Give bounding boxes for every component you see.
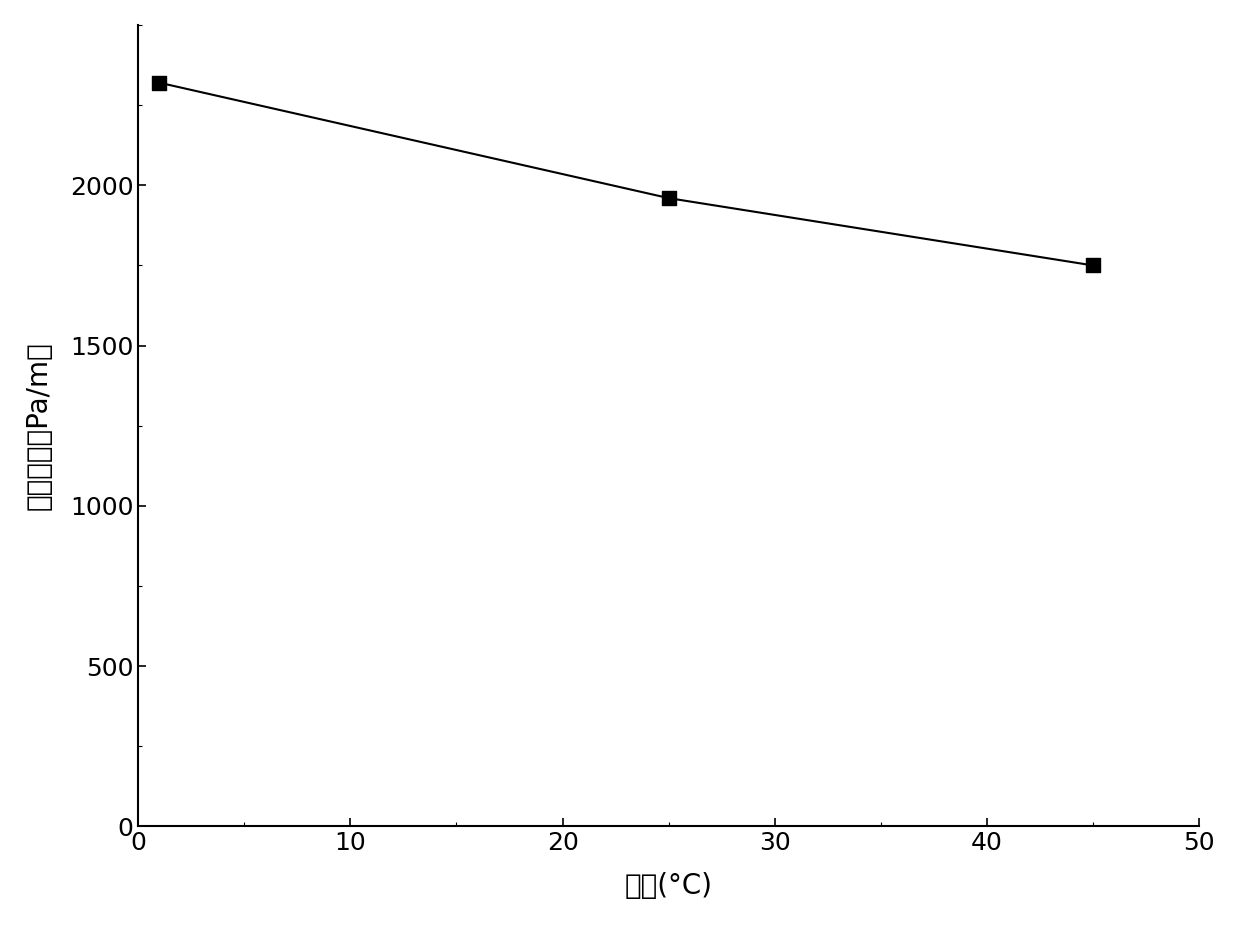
Point bbox=[150, 75, 170, 90]
Point bbox=[1084, 258, 1104, 273]
Y-axis label: 阻力损失（Pa/m）: 阻力损失（Pa/m） bbox=[25, 341, 53, 510]
X-axis label: 温度(°C): 温度(°C) bbox=[625, 872, 713, 900]
Point bbox=[658, 191, 678, 205]
